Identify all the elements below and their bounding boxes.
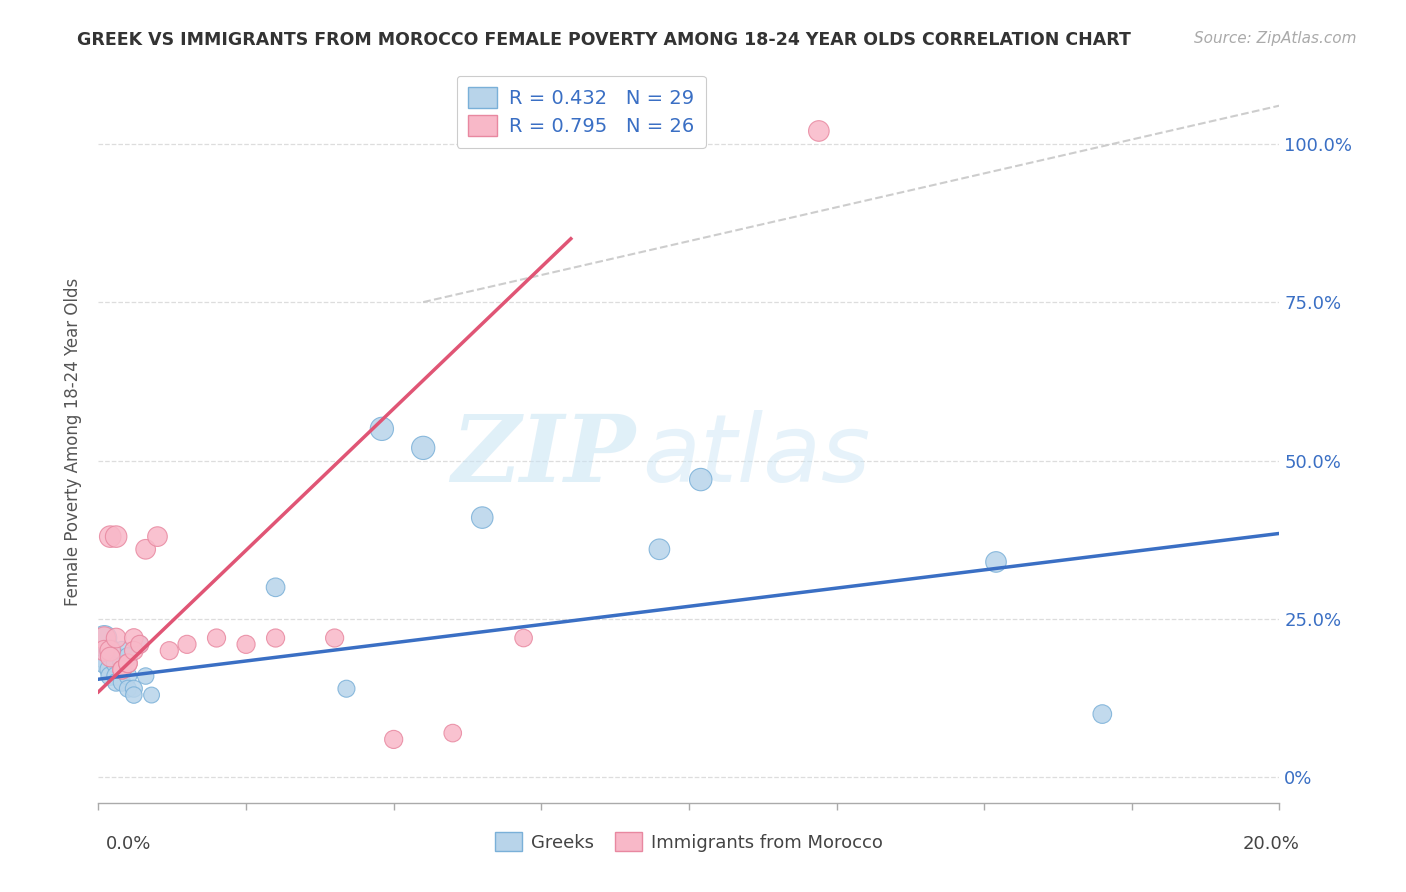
Point bbox=[93, 657, 115, 671]
Point bbox=[117, 681, 139, 696]
Point bbox=[105, 675, 128, 690]
Point bbox=[135, 669, 157, 683]
Point bbox=[264, 631, 287, 645]
Point bbox=[98, 669, 121, 683]
Text: ZIP: ZIP bbox=[451, 411, 636, 501]
Point bbox=[111, 657, 134, 671]
Point bbox=[689, 473, 711, 487]
Point bbox=[441, 726, 464, 740]
Point bbox=[1091, 707, 1114, 722]
Point bbox=[117, 669, 139, 683]
Point bbox=[98, 530, 121, 544]
Legend: Greeks, Immigrants from Morocco: Greeks, Immigrants from Morocco bbox=[488, 824, 890, 859]
Point bbox=[323, 631, 346, 645]
Point bbox=[117, 650, 139, 665]
Text: atlas: atlas bbox=[641, 410, 870, 501]
Point bbox=[648, 542, 671, 557]
Point bbox=[984, 555, 1007, 569]
Point bbox=[264, 580, 287, 594]
Point bbox=[141, 688, 163, 702]
Point bbox=[128, 637, 150, 651]
Point bbox=[98, 643, 121, 657]
Point bbox=[122, 643, 145, 657]
Point bbox=[176, 637, 198, 651]
Point bbox=[93, 631, 115, 645]
Point bbox=[122, 688, 145, 702]
Point bbox=[122, 681, 145, 696]
Point bbox=[382, 732, 405, 747]
Text: 20.0%: 20.0% bbox=[1243, 835, 1299, 853]
Point bbox=[98, 663, 121, 677]
Point bbox=[105, 669, 128, 683]
Point bbox=[117, 657, 139, 671]
Point bbox=[105, 657, 128, 671]
Point bbox=[146, 530, 169, 544]
Text: GREEK VS IMMIGRANTS FROM MOROCCO FEMALE POVERTY AMONG 18-24 YEAR OLDS CORRELATIO: GREEK VS IMMIGRANTS FROM MOROCCO FEMALE … bbox=[77, 31, 1132, 49]
Point bbox=[235, 637, 257, 651]
Point bbox=[93, 650, 115, 665]
Text: Source: ZipAtlas.com: Source: ZipAtlas.com bbox=[1194, 31, 1357, 46]
Point bbox=[105, 530, 128, 544]
Point bbox=[111, 643, 134, 657]
Point bbox=[157, 643, 180, 657]
Y-axis label: Female Poverty Among 18-24 Year Olds: Female Poverty Among 18-24 Year Olds bbox=[65, 277, 83, 606]
Point bbox=[512, 631, 534, 645]
Point bbox=[93, 643, 115, 657]
Point bbox=[111, 663, 134, 677]
Point bbox=[111, 663, 134, 677]
Point bbox=[471, 510, 494, 524]
Point bbox=[807, 124, 830, 138]
Text: 0.0%: 0.0% bbox=[105, 835, 150, 853]
Point bbox=[412, 441, 434, 455]
Point bbox=[117, 657, 139, 671]
Point bbox=[371, 422, 394, 436]
Point bbox=[93, 631, 115, 645]
Point bbox=[122, 631, 145, 645]
Point bbox=[135, 542, 157, 557]
Point bbox=[105, 631, 128, 645]
Point bbox=[335, 681, 357, 696]
Point bbox=[98, 650, 121, 665]
Point bbox=[111, 675, 134, 690]
Point bbox=[98, 643, 121, 657]
Point bbox=[128, 637, 150, 651]
Point bbox=[205, 631, 228, 645]
